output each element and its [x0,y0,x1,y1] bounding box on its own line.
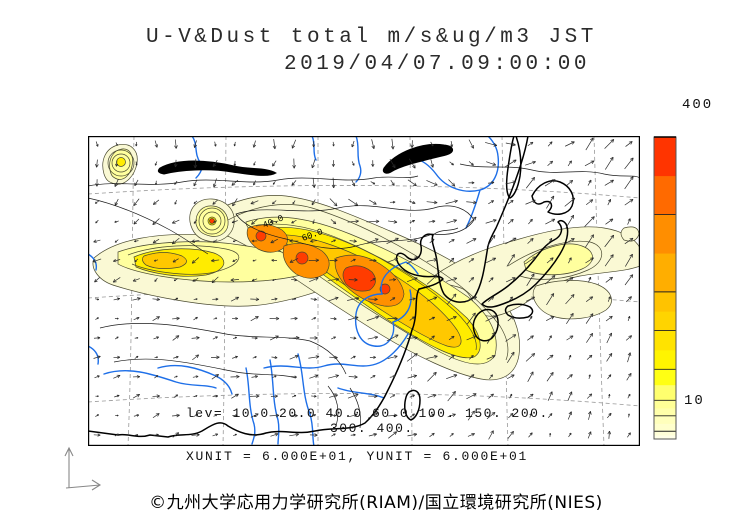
contour-levels-line2: 300. 400. [330,421,414,436]
unit-scale-text: XUNIT = 6.000E+01, YUNIT = 6.000E+01 [186,449,529,464]
figure-datetime: 2019/04/07.09:00:00 [284,53,590,76]
map-panel: 40.0 60.0 [88,100,640,446]
colorbar-max-label: 400 [682,97,714,113]
dust-contour-map: 40.060.0 [88,136,640,446]
axis-arrows-icon [64,446,102,491]
colorbar-scale [653,136,677,440]
contour-levels-line1: lev= 10.0 20.0 40.0 60.0 100. 150. 200. [186,406,549,421]
colorbar-min-label: 10 [684,393,705,409]
copyright-text: ©九州大学応用力学研究所(RIAM)/国立環境研究所(NIES) [149,493,603,513]
figure-title: U-V&Dust total m/s&ug/m3 JST [146,26,597,49]
colorbar [653,99,679,440]
axis-indicator [52,404,112,491]
